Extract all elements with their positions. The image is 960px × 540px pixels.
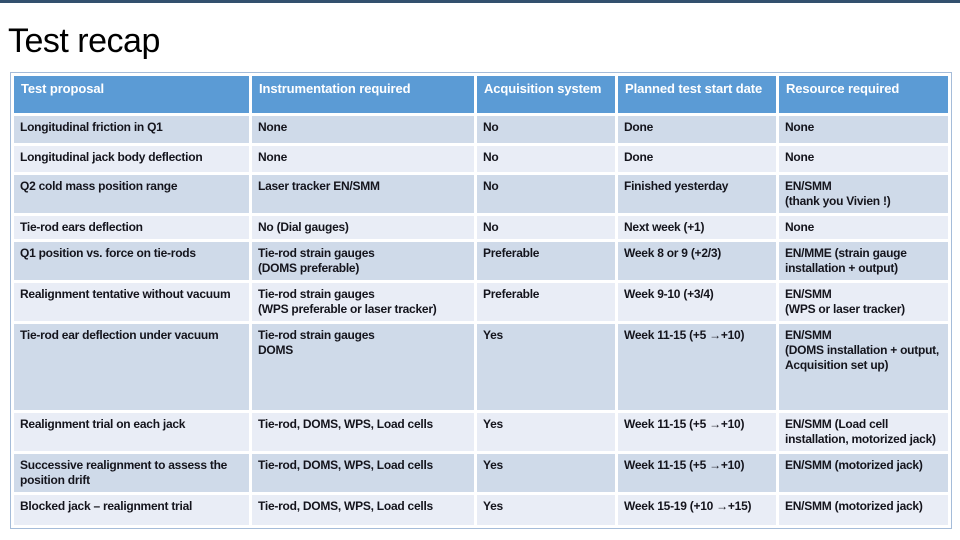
test-recap-table: Test proposal Instrumentation required A… (10, 72, 952, 529)
table-row: Q1 position vs. force on tie-rods Tie-ro… (14, 242, 948, 280)
table-cell: Week 9-10 (+3/4) (618, 283, 776, 321)
table-cell: Laser tracker EN/SMM (252, 175, 474, 213)
table-cell: Yes (477, 413, 615, 451)
table-cell: Preferable (477, 242, 615, 280)
table-cell: Tie-rod ears deflection (14, 216, 249, 239)
table-cell: Tie-rod strain gauges (DOMS preferable) (252, 242, 474, 280)
table-cell: None (252, 146, 474, 172)
table-cell: Week 11-15 (+5 →+10) (618, 454, 776, 492)
table-row: Longitudinal jack body deflection None N… (14, 146, 948, 172)
table-cell: EN/SMM (Load cell installation, motorize… (779, 413, 948, 451)
slide-title: Test recap (8, 22, 160, 60)
table-cell: EN/SMM (DOMS installation + output, Acqu… (779, 324, 948, 410)
table-cell: Longitudinal jack body deflection (14, 146, 249, 172)
column-header-resource-required: Resource required (779, 76, 948, 113)
table-cell: Tie-rod, DOMS, WPS, Load cells (252, 495, 474, 525)
table-row: Successive realignment to assess the pos… (14, 454, 948, 492)
table-cell: Blocked jack – realignment trial (14, 495, 249, 525)
table-cell: Realignment trial on each jack (14, 413, 249, 451)
table-cell: Yes (477, 324, 615, 410)
table-row: Blocked jack – realignment trial Tie-rod… (14, 495, 948, 525)
table-cell: None (779, 216, 948, 239)
table-cell: EN/MME (strain gauge installation + outp… (779, 242, 948, 280)
table-cell: None (252, 116, 474, 143)
table-row: Tie-rod ears deflection No (Dial gauges)… (14, 216, 948, 239)
table-row: Realignment tentative without vacuum Tie… (14, 283, 948, 321)
table-cell: Next week (+1) (618, 216, 776, 239)
table-cell: Tie-rod, DOMS, WPS, Load cells (252, 454, 474, 492)
table-cell: Longitudinal friction in Q1 (14, 116, 249, 143)
table-cell: Preferable (477, 283, 615, 321)
table-cell: Q2 cold mass position range (14, 175, 249, 213)
table-cell: Week 11-15 (+5 →+10) (618, 324, 776, 410)
table-cell: No (477, 216, 615, 239)
table-cell: Done (618, 146, 776, 172)
table-cell: No (477, 146, 615, 172)
table-row: Longitudinal friction in Q1 None No Done… (14, 116, 948, 143)
table-row: Q2 cold mass position range Laser tracke… (14, 175, 948, 213)
table-cell: None (779, 146, 948, 172)
table-cell: EN/SMM (motorized jack) (779, 454, 948, 492)
column-header-test-proposal: Test proposal (14, 76, 249, 113)
table-cell: Yes (477, 495, 615, 525)
slide-top-border (0, 0, 960, 3)
table-cell: None (779, 116, 948, 143)
table-cell: EN/SMM (WPS or laser tracker) (779, 283, 948, 321)
table-row: Realignment trial on each jack Tie-rod, … (14, 413, 948, 451)
table-cell: Successive realignment to assess the pos… (14, 454, 249, 492)
table-cell: Week 11-15 (+5 →+10) (618, 413, 776, 451)
column-header-acquisition-system: Acquisition system (477, 76, 615, 113)
column-header-planned-test-start-date: Planned test start date (618, 76, 776, 113)
table-header-row: Test proposal Instrumentation required A… (14, 76, 948, 113)
table-cell: EN/SMM (thank you Vivien !) (779, 175, 948, 213)
table-cell: Tie-rod strain gauges DOMS (252, 324, 474, 410)
table-cell: No (477, 175, 615, 213)
table-cell: Week 15-19 (+10 →+15) (618, 495, 776, 525)
table-cell: No (Dial gauges) (252, 216, 474, 239)
table-cell: Tie-rod strain gauges (WPS preferable or… (252, 283, 474, 321)
table-cell: EN/SMM (motorized jack) (779, 495, 948, 525)
table-cell: Tie-rod ear deflection under vacuum (14, 324, 249, 410)
table-row: Tie-rod ear deflection under vacuum Tie-… (14, 324, 948, 410)
table-cell: No (477, 116, 615, 143)
table-cell: Finished yesterday (618, 175, 776, 213)
column-header-instrumentation-required: Instrumentation required (252, 76, 474, 113)
table-cell: Realignment tentative without vacuum (14, 283, 249, 321)
table-body: Longitudinal friction in Q1 None No Done… (14, 116, 948, 525)
table-cell: Week 8 or 9 (+2/3) (618, 242, 776, 280)
table-cell: Tie-rod, DOMS, WPS, Load cells (252, 413, 474, 451)
table-cell: Done (618, 116, 776, 143)
table-cell: Yes (477, 454, 615, 492)
table-cell: Q1 position vs. force on tie-rods (14, 242, 249, 280)
